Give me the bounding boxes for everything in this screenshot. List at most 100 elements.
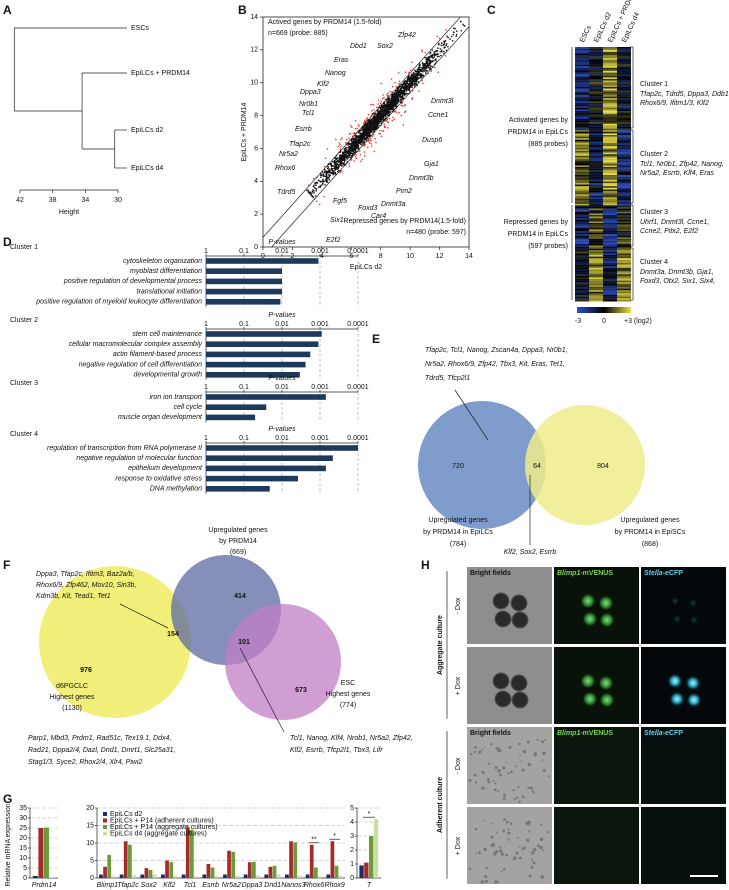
heatmap-cell — [603, 109, 617, 112]
column-header: Stella-eCFP — [644, 730, 683, 737]
x-tick-label: 0.0001 — [347, 248, 369, 255]
heatmap-cell — [575, 125, 589, 128]
pointer — [119, 603, 169, 629]
bar — [206, 299, 281, 305]
background-point — [410, 81, 412, 83]
gene-label: Dnmt3l — [431, 98, 454, 105]
heatmap-cell — [575, 184, 589, 187]
background-point — [348, 137, 350, 140]
background-point — [381, 116, 384, 118]
heatmap-cell — [589, 295, 603, 297]
row-label: - Dox — [455, 757, 462, 774]
heatmap-cell — [575, 147, 589, 150]
heatmap-cell — [575, 293, 589, 296]
y-tick-label: 30 — [19, 815, 27, 822]
heatmap-cell — [603, 83, 617, 86]
background-point — [368, 142, 371, 144]
cell — [493, 788, 497, 792]
background-point — [409, 69, 412, 72]
bar — [206, 486, 270, 492]
leaf-label: EpiLCs + PRDM14 — [131, 70, 190, 77]
background-point — [313, 186, 316, 189]
heatmap-cell — [603, 261, 617, 264]
heatmap-cell — [589, 106, 603, 108]
cell — [527, 820, 531, 825]
background-point — [453, 27, 455, 30]
background-point — [347, 146, 350, 149]
background-point — [455, 33, 458, 36]
heatmap-cell — [589, 275, 603, 278]
category-label: positive regulation of myeloid leukocyte… — [35, 299, 202, 306]
background-point — [407, 77, 410, 79]
cluster-name: Cluster 1 — [640, 81, 668, 88]
background-point — [381, 120, 383, 123]
heatmap-cell — [589, 71, 603, 73]
cell — [540, 823, 543, 826]
cell — [493, 852, 497, 856]
heatmap-cell — [589, 67, 603, 70]
column-header: Blimp1-mVENUS — [557, 730, 613, 737]
background-point — [449, 38, 451, 40]
x-tick-label: 34 — [81, 197, 89, 204]
background-point — [391, 105, 394, 108]
heatmap-cell — [589, 130, 603, 132]
heatmap-cell — [575, 61, 589, 64]
heatmap-cell — [589, 200, 603, 203]
group-label: Repressed genes by — [504, 219, 569, 226]
x-tick-label: Rhox6 — [304, 882, 324, 889]
heatmap-cell — [575, 72, 589, 75]
background-point — [383, 106, 386, 108]
cell — [507, 831, 511, 835]
heatmap-cell — [617, 53, 631, 56]
heatmap-cell — [575, 106, 589, 108]
bar — [231, 851, 236, 878]
heatmap-cell — [603, 91, 617, 94]
gene-label: Gja1 — [424, 161, 439, 168]
pointer — [454, 389, 489, 441]
heatmap-cell — [617, 197, 631, 200]
background-point — [446, 35, 448, 37]
venn-count: 976 — [80, 667, 92, 674]
heatmap-cell — [617, 240, 631, 243]
heatmap-cell — [603, 119, 617, 121]
heatmap-cell — [575, 79, 589, 81]
cell — [521, 768, 525, 772]
heatmap-cell — [589, 127, 603, 129]
background-point — [411, 61, 413, 64]
aggregate — [511, 611, 529, 629]
y-tick-label: 0 — [23, 875, 27, 882]
cluster-name: Cluster 3 — [640, 209, 668, 216]
background-point — [375, 115, 378, 117]
heatmap-cell — [589, 298, 603, 300]
bar — [314, 867, 318, 878]
background-point — [394, 110, 397, 112]
heatmap-cell — [603, 269, 617, 272]
heatmap-cell — [603, 139, 617, 142]
heatmap-cell — [575, 288, 589, 291]
background-point — [355, 153, 358, 156]
background-point — [414, 78, 417, 81]
heatmap-cell — [617, 285, 631, 288]
background-point — [413, 80, 415, 83]
heatmap-cell — [589, 98, 603, 100]
group-label: Activated genes by — [509, 117, 569, 124]
plot-frame — [262, 16, 470, 248]
cell — [481, 770, 485, 775]
background-point — [425, 66, 427, 68]
heatmap-cell — [603, 160, 617, 163]
fluorescence — [599, 692, 615, 708]
gene-label: Pim2 — [396, 188, 412, 195]
background-point — [347, 144, 350, 146]
cell — [478, 750, 482, 754]
background-point — [354, 139, 357, 141]
heatmap-cell — [603, 189, 617, 192]
background-point — [394, 102, 397, 105]
heatmap-cell — [589, 154, 603, 156]
heatmap-cell — [617, 235, 631, 238]
background-point — [364, 131, 367, 134]
heatmap-cell — [617, 143, 631, 145]
background-point — [365, 126, 367, 129]
heatmap-cell — [575, 91, 589, 94]
fluorescence — [598, 675, 614, 691]
cell — [507, 828, 510, 831]
